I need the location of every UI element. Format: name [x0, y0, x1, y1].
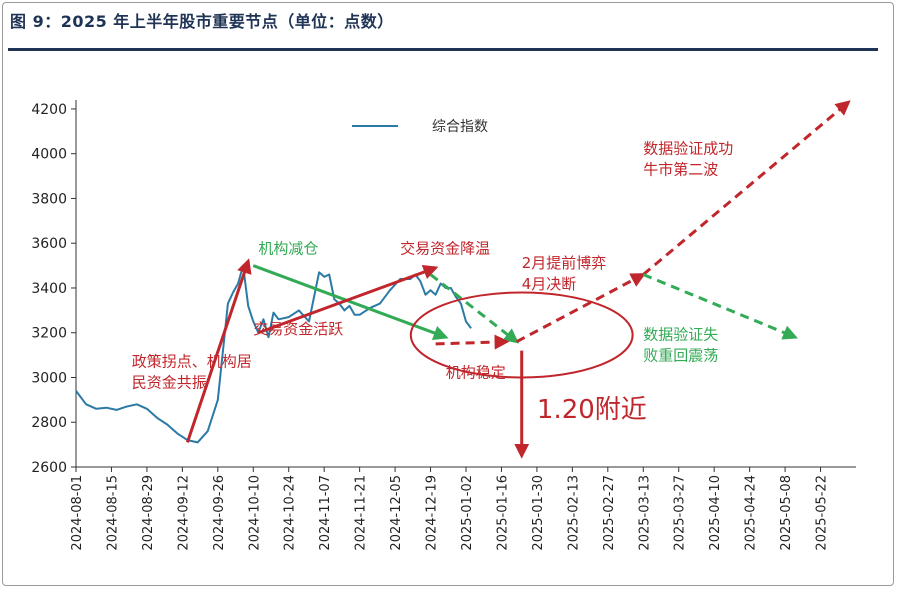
annotation-arrow: [515, 273, 646, 344]
y-tick-label: 3600: [31, 236, 67, 252]
x-tick-label: 2025-04-24: [744, 475, 759, 551]
x-tick-label: 2025-01-02: [460, 475, 475, 551]
x-tick-label: 2024-08-15: [105, 475, 120, 551]
y-tick-label: 2600: [31, 460, 67, 476]
x-tick-label: 2025-01-16: [495, 475, 510, 551]
y-tick-label: 4000: [31, 147, 67, 163]
x-tick-label: 2025-03-27: [673, 475, 688, 551]
x-tick-label: 2024-09-26: [212, 475, 227, 551]
title-rule: [8, 48, 878, 51]
annotation-text: 政策拐点、机构居民资金共振: [132, 352, 252, 391]
x-tick-label: 2024-09-12: [176, 475, 191, 551]
x-tick-label: 2024-12-05: [389, 475, 404, 551]
y-tick-label: 2800: [31, 415, 67, 431]
x-tick-label: 2024-10-10: [247, 475, 262, 551]
y-tick-label: 4200: [31, 102, 67, 118]
x-tick-label: 2024-10-24: [283, 475, 298, 551]
annotation-text: 2月提前博弈 4月决断: [522, 254, 607, 293]
x-tick-label: 2024-11-07: [318, 475, 333, 551]
highlight-circle: [409, 291, 634, 379]
legend-label: 综合指数: [432, 119, 488, 135]
x-tick-label: 2025-02-27: [602, 475, 617, 551]
annotation-arrow: [642, 100, 851, 276]
series-line-composite-index: [75, 264, 472, 444]
annotation-text: 交易资金活跃: [253, 320, 343, 338]
annotation-arrow: [429, 273, 520, 344]
annotation-text: 机构减仓: [258, 239, 318, 257]
x-tick-label: 2025-05-22: [815, 475, 830, 551]
annotation-arrow: [186, 258, 252, 443]
annotation-arrow: [642, 273, 798, 340]
y-tick-label: 3800: [31, 191, 67, 207]
figure-title: 图 9：2025 年上半年股市重要节点（单位：点数）: [10, 12, 394, 31]
y-tick-label: 3400: [31, 281, 67, 297]
annotation-arrow: [435, 334, 510, 350]
y-tick-label: 3000: [31, 370, 67, 386]
annotation-text: 数据验证成功牛市第二波: [643, 140, 733, 179]
x-tick-label: 2025-01-30: [531, 475, 546, 551]
annotation-text: 机构稳定: [446, 363, 506, 381]
x-tick-label: 2024-08-01: [70, 475, 85, 551]
annotation-arrow: [257, 264, 439, 335]
x-tick-label: 2024-11-21: [354, 475, 369, 551]
x-tick-label: 2025-03-13: [637, 475, 652, 551]
x-tick-label: 2025-02-13: [566, 475, 581, 551]
annotation-text: 交易资金降温: [400, 239, 490, 257]
annotation-text: 1.20附近: [537, 395, 647, 425]
x-tick-label: 2024-08-29: [141, 475, 156, 551]
x-tick-label: 2025-05-08: [779, 475, 794, 551]
annotation-text: 数据验证失败重回震荡: [643, 325, 718, 364]
y-tick-label: 3200: [31, 326, 67, 342]
x-tick-label: 2025-04-10: [708, 475, 723, 551]
x-tick-label: 2024-12-19: [425, 475, 440, 551]
